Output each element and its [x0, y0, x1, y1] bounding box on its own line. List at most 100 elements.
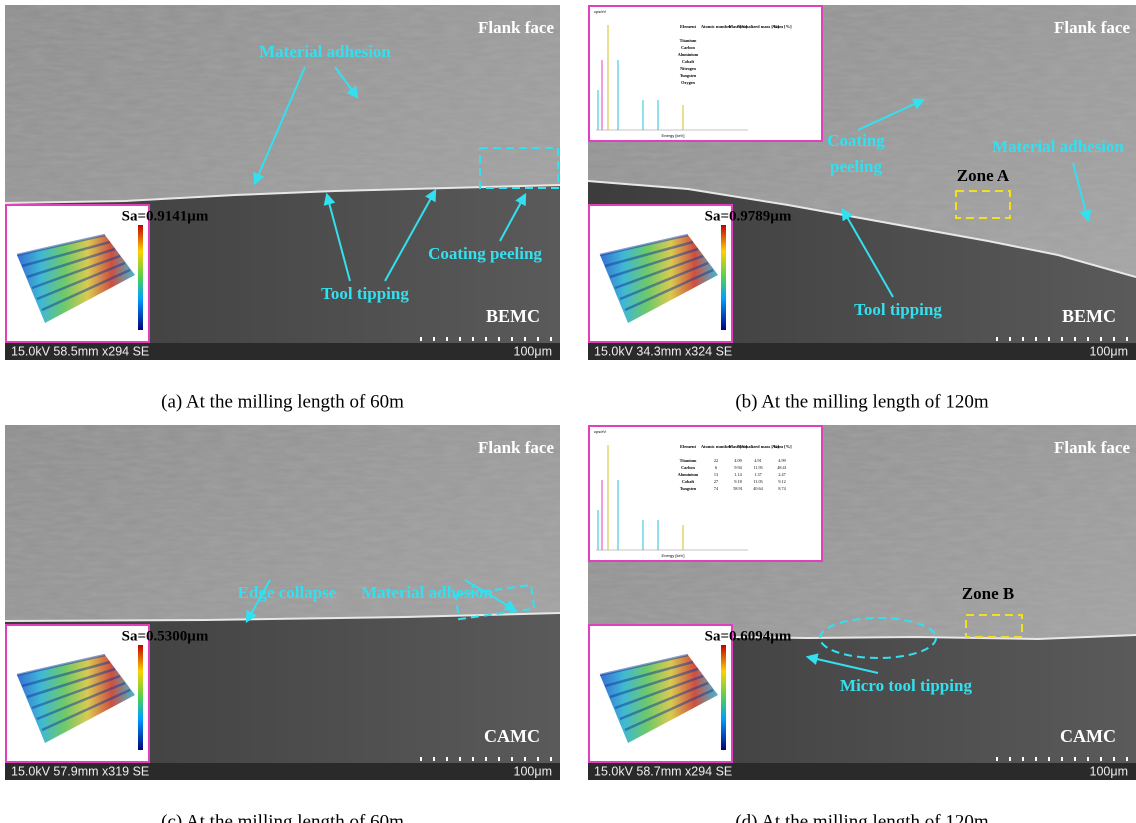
color-bar	[138, 225, 143, 330]
scale-tick	[1126, 337, 1128, 341]
eds-cell: Titanium	[680, 458, 697, 463]
scale-tick	[420, 337, 422, 341]
roughness-inset	[6, 205, 149, 342]
sem-info: 15.0kV 34.3mm x324 SE	[594, 344, 732, 358]
scale-tick	[1048, 337, 1050, 341]
scale-tick	[1100, 757, 1102, 761]
eds-cell: Carbon	[681, 45, 695, 50]
scale-tick	[1061, 337, 1063, 341]
scale-tick	[1022, 757, 1024, 761]
annotation: Edge collapse	[238, 583, 337, 602]
eds-unit: cps/eV	[594, 9, 607, 14]
eds-cell: 27	[714, 479, 718, 484]
scale-tick	[1061, 757, 1063, 761]
scale-tick	[524, 337, 526, 341]
sample-label: CAMC	[1060, 726, 1116, 746]
scale-tick	[550, 757, 552, 761]
sa-value: Sa=0.5300μm	[122, 628, 209, 644]
scale-tick	[459, 337, 461, 341]
scale-tick	[446, 337, 448, 341]
scale-tick	[459, 757, 461, 761]
scale-tick	[1074, 757, 1076, 761]
roughness-inset	[6, 625, 149, 762]
eds-cell: 48.41	[777, 465, 786, 470]
sa-value: Sa=0.6094μm	[705, 628, 792, 644]
eds-header: Element	[680, 24, 696, 29]
scale-tick	[511, 337, 513, 341]
scale-tick	[485, 337, 487, 341]
scale-tick	[433, 337, 435, 341]
scale-tick	[1022, 337, 1024, 341]
eds-cell: 22	[714, 458, 718, 463]
annotation: Material adhesion	[992, 137, 1124, 156]
eds-cell: 9.12	[778, 479, 785, 484]
eds-cell: 58.91	[733, 486, 742, 491]
annotation: Coating	[827, 131, 885, 150]
sem-info: 15.0kV 58.5mm x294 SE	[11, 344, 149, 358]
eds-unit: cps/eV	[594, 429, 607, 434]
eds-axis-label: Energy [keV]	[662, 133, 685, 138]
annotation: Tool tipping	[321, 284, 409, 303]
eds-cell: 9.94	[734, 465, 742, 470]
scale-tick	[498, 757, 500, 761]
scale-tick	[1126, 757, 1128, 761]
eds-cell: 2.47	[778, 472, 785, 477]
eds-cell: 9.18	[734, 479, 741, 484]
eds-header: Element	[680, 444, 696, 449]
eds-cell: Cobalt	[682, 479, 695, 484]
eds-header: Atomic number	[701, 444, 731, 449]
sem-info: 15.0kV 57.9mm x319 SE	[11, 764, 149, 778]
eds-cell: 4.99	[778, 458, 785, 463]
scale-tick	[1048, 757, 1050, 761]
scale-tick	[485, 757, 487, 761]
sem-info: 15.0kV 58.7mm x294 SE	[594, 764, 732, 778]
scale-tick	[1074, 337, 1076, 341]
annotation: Coating peeling	[428, 244, 542, 263]
sa-value: Sa=0.9141μm	[122, 208, 209, 224]
eds-cell: Tungsten	[680, 486, 697, 491]
eds-cell: 1.37	[754, 472, 761, 477]
eds-cell: 4.09	[734, 458, 741, 463]
scale-tick	[537, 757, 539, 761]
eds-header: Atom [%]	[772, 444, 792, 449]
scale-tick	[446, 757, 448, 761]
annotation: Zone A	[957, 166, 1010, 185]
caption: (c) At the milling length of 60m	[161, 811, 404, 823]
color-bar	[721, 645, 726, 750]
eds-header: Atomic number	[701, 24, 731, 29]
eds-cell: 1.14	[734, 472, 742, 477]
color-bar	[721, 225, 726, 330]
caption: (d) At the milling length of 120m	[735, 811, 989, 823]
eds-cell: Oxygen	[681, 80, 695, 85]
eds-cell: 13	[714, 472, 718, 477]
sa-value: Sa=0.9789μm	[705, 208, 792, 224]
caption: (b) At the milling length of 120m	[735, 391, 989, 412]
eds-cell: Titanium	[680, 38, 697, 43]
annotation: Zone B	[962, 584, 1014, 603]
eds-cell: Nitrogen	[680, 66, 696, 71]
scale-tick	[550, 337, 552, 341]
scale-tick	[433, 757, 435, 761]
scale-tick	[537, 337, 539, 341]
scale-tick	[1009, 757, 1011, 761]
scale-bar-label: 100μm	[1090, 764, 1128, 778]
eds-cell: Carbon	[681, 465, 695, 470]
face-label: Flank face	[478, 18, 554, 37]
scale-bar-label: 100μm	[1090, 344, 1128, 358]
roughness-inset	[589, 205, 732, 342]
annotation: peeling	[830, 157, 882, 176]
roughness-inset	[589, 625, 732, 762]
scale-tick	[1035, 757, 1037, 761]
eds-cell: Cobalt	[682, 59, 695, 64]
sample-label: BEMC	[1062, 306, 1116, 326]
scale-tick	[472, 757, 474, 761]
eds-cell: 11.93	[753, 465, 762, 470]
face-label: Flank face	[1054, 18, 1130, 37]
scale-tick	[1035, 337, 1037, 341]
scale-tick	[1087, 337, 1089, 341]
caption: (a) At the milling length of 60m	[161, 391, 404, 412]
sample-label: BEMC	[486, 306, 540, 326]
